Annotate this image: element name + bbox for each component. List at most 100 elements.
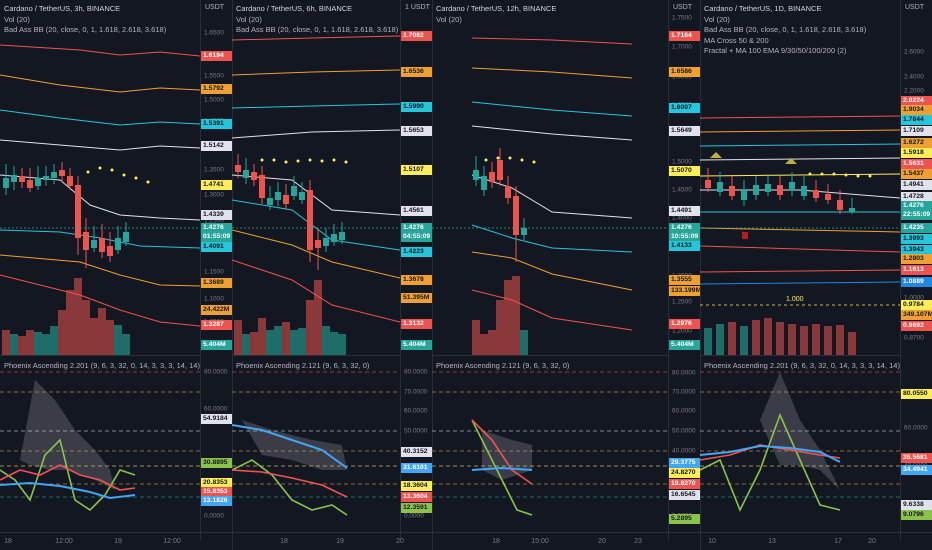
candle	[259, 166, 265, 204]
axis-tick-label: 1.0000	[904, 294, 924, 302]
candle	[825, 184, 831, 204]
candle	[765, 174, 771, 196]
candle	[717, 172, 723, 196]
time-tick-label: 10	[708, 538, 716, 545]
volume-bar	[242, 334, 250, 355]
indicator-label[interactable]: MA Cross 50 & 200	[704, 35, 769, 45]
indicator-label[interactable]: Bad Ass BB (20, close, 0, 1, 1.618, 2.61…	[236, 25, 399, 34]
chart-pane[interactable]: Cardano / TetherUS, 12h, BINANCE Vol (20)…	[432, 0, 701, 550]
oscillator-label[interactable]: Phoenix Ascending 2.201 (9, 6, 3, 32, 0,…	[704, 361, 900, 370]
time-tick-label: 12:00	[163, 538, 181, 545]
price-tag: 1.4223	[401, 247, 432, 257]
pane-separator[interactable]	[232, 355, 400, 356]
price-axis[interactable]: USDT1.75001.70001.65001.60001.55001.5000…	[668, 0, 700, 540]
bollinger-band-line	[700, 115, 900, 119]
fractal-dot	[272, 158, 276, 162]
volume-bar	[258, 318, 266, 355]
axis-tick-label: 2.2000	[904, 87, 924, 95]
symbol-title[interactable]: Cardano / TetherUS, 6h, BINANCE	[236, 4, 353, 13]
pane-separator[interactable]	[700, 355, 900, 356]
price-tag: 22:55:09	[901, 210, 932, 220]
price-tag: 24.8270	[669, 468, 700, 478]
fractal-dot	[532, 160, 536, 164]
oscillator-green-line	[232, 459, 348, 516]
symbol-title[interactable]: Cardano / TetherUS, 1D, BINANCE	[704, 4, 822, 13]
indicator-label[interactable]: Bad Ass BB (20, close, 0, 1, 1.618, 2.61…	[704, 25, 867, 34]
pane-separator[interactable]	[0, 355, 200, 356]
candle	[473, 156, 479, 186]
bollinger-band-line	[471, 224, 633, 253]
price-axis[interactable]: USDT1.65001.55001.50001.45001.40001.3500…	[200, 0, 232, 540]
time-axis[interactable]: 10 13 17 20	[700, 532, 932, 550]
chart-plot[interactable]	[0, 0, 200, 532]
price-axis[interactable]: USDT2.60002.40002.20001.80001.00000.8700…	[900, 0, 932, 540]
indicator-label[interactable]: Fractal + MA 100 EMA 9/30/50/100/200 (2)	[704, 46, 847, 55]
volume-bar	[836, 325, 844, 355]
volume-bar	[776, 322, 784, 355]
bollinger-band-line	[0, 139, 200, 151]
candle	[331, 224, 337, 246]
chart-pane[interactable]: Cardano / TetherUS, 3h, BINANCE Vol (20) B…	[0, 0, 233, 550]
axis-tick-label: 1.6500	[204, 29, 224, 37]
symbol-title[interactable]: Cardano / TetherUS, 12h, BINANCE	[436, 4, 557, 13]
volume-bar	[716, 324, 724, 355]
candle	[481, 166, 487, 196]
bollinger-band-line	[471, 101, 633, 117]
bollinger-band-line	[232, 229, 400, 279]
indicator-label[interactable]: Vol (20)	[4, 14, 30, 24]
oscillator-label[interactable]: Phoenix Ascending 2.201 (9, 6, 3, 32, 0,…	[4, 361, 200, 370]
axis-tick-label: 50.0000	[672, 427, 696, 435]
candle	[789, 172, 795, 196]
oscillator-green-line	[471, 419, 533, 516]
chart-pane[interactable]: Cardano / TetherUS, 6h, BINANCE Vol (20) B…	[232, 0, 433, 550]
price-tag: 1.2803	[901, 254, 932, 264]
price-tag: 10:55:09	[669, 232, 700, 242]
axis-tick-label: 1.7500	[672, 14, 692, 22]
volume-bar	[34, 332, 42, 355]
time-tick-label: 18	[492, 538, 500, 545]
candle	[75, 176, 81, 255]
candle	[801, 176, 807, 200]
price-tag: 20.8353	[201, 478, 232, 488]
volume-bar	[704, 328, 712, 355]
volume-bar	[250, 332, 258, 355]
chart-pane[interactable]: 1.000 Cardano / TetherUS, 1D, BINANCE Vol …	[700, 0, 932, 550]
pane-separator[interactable]	[432, 355, 668, 356]
oscillator-label[interactable]: Phoenix Ascending 2.121 (9, 6, 3, 32, 0)	[436, 361, 570, 370]
candle	[315, 228, 321, 270]
price-tag: 9.0796	[901, 510, 932, 520]
volume-bar	[812, 324, 820, 355]
time-axis[interactable]: 18 19 20	[232, 532, 432, 550]
fractal-dot	[134, 176, 138, 180]
time-axis[interactable]: 18 12:00 19 12:00	[0, 532, 232, 550]
volume-bar	[488, 330, 496, 355]
price-axis[interactable]: 1 USDT80.000070.000060.000050.000040.000…	[400, 0, 432, 540]
chart-plot[interactable]	[232, 0, 400, 532]
oscillator-label[interactable]: Phoenix Ascending 2.121 (9, 6, 3, 32, 0)	[236, 361, 370, 370]
candle	[291, 176, 297, 200]
chart-plot[interactable]	[432, 0, 668, 532]
price-tag: 54.9184	[201, 414, 232, 424]
price-tag: 1.6586	[669, 67, 700, 77]
oscillator-blue-line	[0, 481, 136, 500]
time-tick-label: 19	[336, 538, 344, 545]
indicator-label[interactable]: Bad Ass BB (20, close, 0, 1, 1.618, 2.61…	[4, 25, 167, 34]
price-tag: 1.5918	[901, 148, 932, 158]
symbol-title[interactable]: Cardano / TetherUS, 3h, BINANCE	[4, 4, 121, 13]
fractal-dot	[868, 174, 872, 178]
volume-bar	[114, 325, 122, 355]
price-tag: 1.5142	[201, 141, 232, 151]
bollinger-band-line	[232, 69, 400, 76]
volume-bar	[338, 334, 346, 355]
axis-tick-label: 80.0000	[404, 368, 428, 376]
axis-tick-label: 1.5000	[672, 158, 692, 166]
time-axis[interactable]: 18 15:00 20 23	[432, 532, 700, 550]
chart-plot[interactable]: 1.000	[700, 0, 900, 532]
candle	[283, 184, 289, 210]
indicator-label[interactable]: Vol (20)	[704, 14, 730, 24]
indicator-label[interactable]: Vol (20)	[436, 14, 462, 24]
price-tag: 31.6101	[401, 463, 432, 473]
candle	[497, 148, 503, 186]
bollinger-band-line	[471, 174, 633, 219]
indicator-label[interactable]: Vol (20)	[236, 14, 262, 24]
